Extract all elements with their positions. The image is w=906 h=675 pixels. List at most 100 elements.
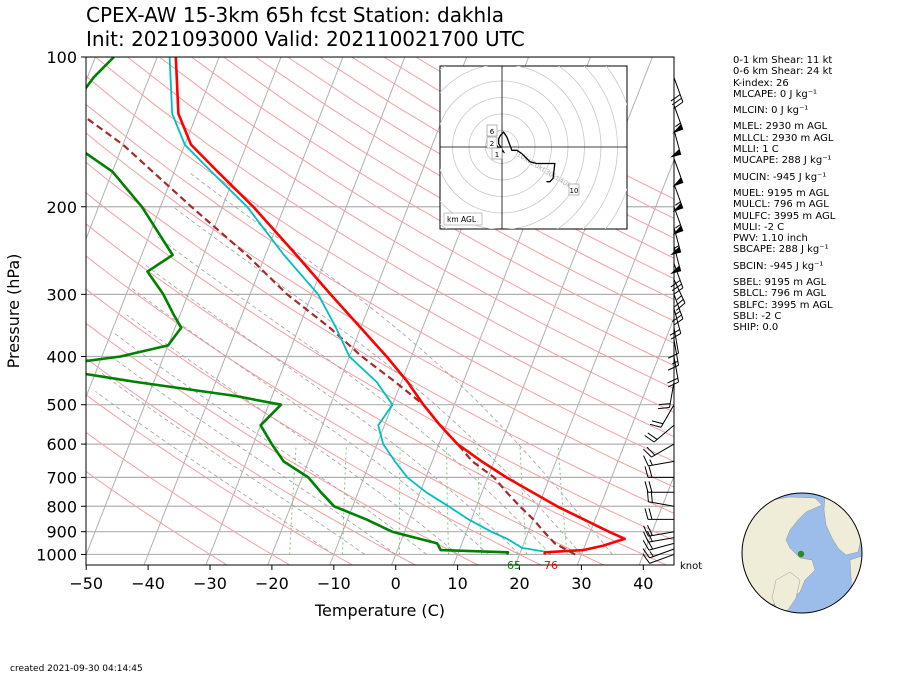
barb-full [670, 279, 681, 288]
barb-full [675, 302, 686, 311]
isotherm-line [86, 57, 158, 241]
dry-adiabat [86, 470, 228, 565]
moist-adiabat [114, 333, 427, 555]
y-tick-label: 500 [46, 396, 77, 415]
y-tick-label: 700 [46, 468, 77, 487]
hodograph-height-box [486, 124, 498, 137]
barb-staff [673, 129, 682, 155]
moist-adiabat [187, 171, 613, 555]
barb-full [658, 403, 671, 406]
moist-adiabat [126, 314, 458, 555]
moist-adiabat [110, 356, 396, 555]
barb-staff [673, 356, 680, 383]
barb-full [649, 423, 662, 428]
barb-staff [668, 381, 675, 408]
barb-half [675, 122, 681, 127]
surface-dewpoint-label: 65 [507, 559, 521, 572]
plot-frame [85, 56, 675, 566]
wind-barb [642, 548, 675, 559]
x-tick-label: 20 [509, 574, 529, 593]
stat-pwv: PWV: 1.10 inch [733, 233, 808, 245]
surface-temperature-label: 76 [544, 559, 558, 572]
hodograph-height-label: 1 [495, 151, 499, 159]
virtual_temperature-profile [168, 57, 552, 556]
wind-barb [670, 77, 684, 110]
x-axis-label: Temperature (C) [314, 601, 445, 620]
x-tick-label: 40 [633, 574, 653, 593]
barb-staff [673, 158, 684, 184]
dry-adiabat [86, 161, 674, 514]
barb-full [642, 548, 650, 559]
barb-staff [651, 443, 675, 458]
y-axis-label: Pressure (hPa) [4, 254, 23, 369]
wind-barb [669, 308, 682, 340]
barb-staff [648, 460, 675, 467]
isotherm-line [86, 57, 282, 557]
station-marker [797, 550, 805, 558]
stat-mulfc: MULFC: 3995 m AGL [733, 210, 836, 222]
barb-full [673, 318, 684, 326]
stat-mucape: MUCAPE: 288 J kg⁻¹ [733, 155, 832, 167]
barb-staff [673, 308, 682, 334]
barb-staff [648, 531, 675, 537]
stat-mllcl: MLLCL: 2930 m AGL [733, 132, 834, 144]
stat-mucin: MUCIN: -945 J kg⁻¹ [733, 171, 827, 183]
hodograph-height-label: 10 [570, 187, 579, 195]
dry-adiabat [255, 57, 674, 301]
hodograph-unit-label: km AGL [447, 215, 477, 224]
barb-half [675, 201, 681, 206]
barb-flag [672, 202, 683, 213]
stat-mlli: MLLI: 1 C [733, 144, 779, 156]
barb-full [671, 283, 682, 292]
x-tick-label: −10 [317, 574, 351, 593]
moist-adiabat [99, 371, 366, 555]
barb-half [675, 224, 681, 229]
x-tick-label: −30 [193, 574, 227, 593]
dry-adiabat [159, 57, 674, 367]
hodograph-height-label: 2 [490, 140, 494, 148]
barb-full [647, 524, 653, 536]
barb-flag [672, 124, 683, 134]
barb-flag [670, 149, 681, 158]
barb-full [644, 435, 655, 443]
stat-shear06: 0-6 km Shear: 24 kt [733, 66, 833, 78]
hodograph-label-box [443, 212, 483, 226]
barb-full [644, 481, 649, 493]
barb-half [673, 245, 680, 250]
barb-staff [660, 404, 675, 428]
stat-mlel: MLEL: 2930 m AGL [733, 121, 828, 133]
wind-barb [670, 227, 682, 256]
wind-barb [649, 404, 675, 428]
mixing-ratio-line [289, 444, 297, 555]
barb-full [642, 540, 650, 551]
barb-full [648, 481, 653, 493]
stat-mulcl: MULCL: 796 m AGL [733, 199, 829, 211]
y-tick-label: 900 [46, 523, 77, 542]
barb-full [642, 553, 650, 564]
x-tick-label: 0 [391, 574, 401, 593]
barb-full [671, 314, 682, 323]
wind-barb [642, 553, 675, 564]
dry-adiabat [127, 57, 674, 390]
barb-staff [649, 548, 675, 559]
isotherm-line [576, 316, 674, 565]
barb-staff [673, 227, 682, 253]
x-tick-label: −50 [69, 574, 103, 593]
dry-adiabat [86, 192, 674, 542]
location-globe [741, 492, 863, 614]
skewt-curves [86, 57, 627, 556]
dry-adiabat [223, 57, 674, 322]
hodograph-height-box [568, 183, 580, 196]
stat-mlcape: MLCAPE: 0 J kg⁻¹ [733, 88, 818, 100]
globe-land-east [849, 555, 862, 601]
barb-full [669, 329, 680, 336]
barb-half [649, 459, 653, 466]
hodograph-height-label: 6 [490, 128, 495, 136]
wind-barb [667, 339, 680, 371]
moist-adiabat [129, 286, 489, 555]
isotherm-line [267, 57, 468, 565]
dry-adiabat [86, 288, 542, 565]
